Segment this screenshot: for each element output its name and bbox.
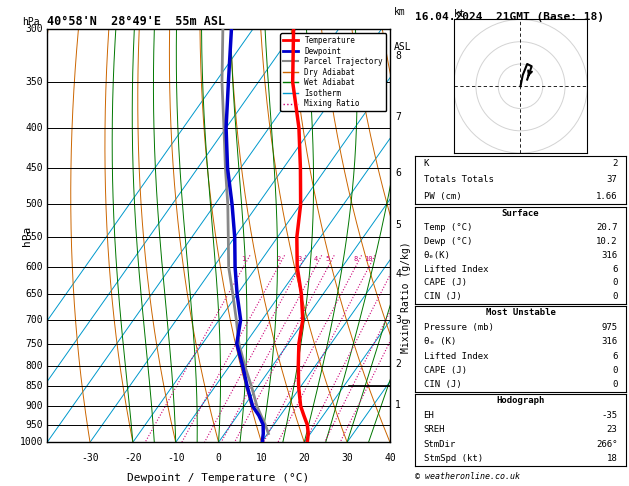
Text: Pressure (mb): Pressure (mb) [423,323,493,332]
Text: 350: 350 [25,77,43,87]
Text: Totals Totals: Totals Totals [423,175,493,184]
Text: 10: 10 [255,452,267,463]
Text: 20: 20 [298,452,310,463]
Text: 900: 900 [25,401,43,411]
Text: EH: EH [423,411,434,420]
Text: 8: 8 [353,256,357,262]
Text: 3: 3 [298,256,302,262]
Text: θₑ (K): θₑ (K) [423,337,456,346]
Text: hPa: hPa [21,226,31,246]
Text: 0: 0 [216,452,221,463]
Text: 266°: 266° [596,439,618,449]
Text: 2: 2 [612,159,618,168]
Text: SREH: SREH [423,425,445,434]
Text: -35: -35 [601,411,618,420]
Text: 500: 500 [25,199,43,209]
Text: 1000: 1000 [19,437,43,447]
Text: Dewpoint / Temperature (°C): Dewpoint / Temperature (°C) [128,473,309,483]
Text: StmDir: StmDir [423,439,456,449]
Text: 1.66: 1.66 [596,191,618,201]
Text: 20.7: 20.7 [596,223,618,232]
Text: Dewp (°C): Dewp (°C) [423,237,472,246]
Legend: Temperature, Dewpoint, Parcel Trajectory, Dry Adiabat, Wet Adiabat, Isotherm, Mi: Temperature, Dewpoint, Parcel Trajectory… [280,33,386,111]
Text: 10: 10 [365,256,373,262]
Text: hPa: hPa [22,17,40,27]
Text: Lifted Index: Lifted Index [423,352,488,361]
Text: 800: 800 [25,361,43,371]
Text: 8: 8 [395,51,401,61]
Text: 18: 18 [607,454,618,463]
Text: 2: 2 [276,256,281,262]
Text: -20: -20 [124,452,142,463]
Text: Mixing Ratio (g/kg): Mixing Ratio (g/kg) [401,242,411,353]
Text: 7: 7 [395,111,401,122]
Text: CIN (J): CIN (J) [423,292,461,301]
Text: 650: 650 [25,290,43,299]
Text: 300: 300 [25,24,43,34]
Text: θₑ(K): θₑ(K) [423,251,450,260]
Text: 37: 37 [607,175,618,184]
Text: 750: 750 [25,339,43,348]
Text: CAPE (J): CAPE (J) [423,366,467,375]
Text: 4: 4 [395,269,401,279]
Text: PW (cm): PW (cm) [423,191,461,201]
Text: 2: 2 [395,359,401,368]
Text: 6: 6 [395,168,401,178]
Text: Surface: Surface [502,209,539,218]
Text: 316: 316 [601,251,618,260]
Text: 5: 5 [395,220,401,230]
Text: 0: 0 [612,278,618,287]
Text: 700: 700 [25,315,43,325]
Text: 3: 3 [395,315,401,325]
Text: 30: 30 [342,452,353,463]
Text: -30: -30 [81,452,99,463]
Text: 1: 1 [242,256,245,262]
Text: 0: 0 [612,292,618,301]
Text: 550: 550 [25,232,43,242]
Text: 5: 5 [326,256,330,262]
Text: 16.04.2024  21GMT (Base: 18): 16.04.2024 21GMT (Base: 18) [415,12,604,22]
Text: ASL: ASL [393,42,411,52]
Text: 40°58'N  28°49'E  55m ASL: 40°58'N 28°49'E 55m ASL [47,15,225,28]
Text: 600: 600 [25,262,43,272]
Text: 400: 400 [25,123,43,133]
Text: 1: 1 [395,400,401,410]
Text: kt: kt [454,9,465,18]
Text: 40: 40 [384,452,396,463]
Text: Hodograph: Hodograph [496,397,545,405]
Text: 15: 15 [390,256,398,262]
Text: 4: 4 [313,256,318,262]
Text: CAPE (J): CAPE (J) [423,278,467,287]
Text: 6: 6 [612,264,618,274]
Text: 450: 450 [25,163,43,174]
Text: Most Unstable: Most Unstable [486,309,555,317]
Text: K: K [423,159,429,168]
Text: CIN (J): CIN (J) [423,381,461,389]
Text: 975: 975 [601,323,618,332]
Text: km: km [393,7,405,17]
Text: 23: 23 [607,425,618,434]
Text: 850: 850 [25,382,43,392]
Text: 316: 316 [601,337,618,346]
Text: 6: 6 [612,352,618,361]
Text: 950: 950 [25,419,43,430]
Text: © weatheronline.co.uk: © weatheronline.co.uk [415,472,520,481]
Text: 0: 0 [612,366,618,375]
Text: Temp (°C): Temp (°C) [423,223,472,232]
Text: StmSpd (kt): StmSpd (kt) [423,454,482,463]
Text: -10: -10 [167,452,184,463]
Text: 0: 0 [612,381,618,389]
Text: Lifted Index: Lifted Index [423,264,488,274]
Text: 10.2: 10.2 [596,237,618,246]
